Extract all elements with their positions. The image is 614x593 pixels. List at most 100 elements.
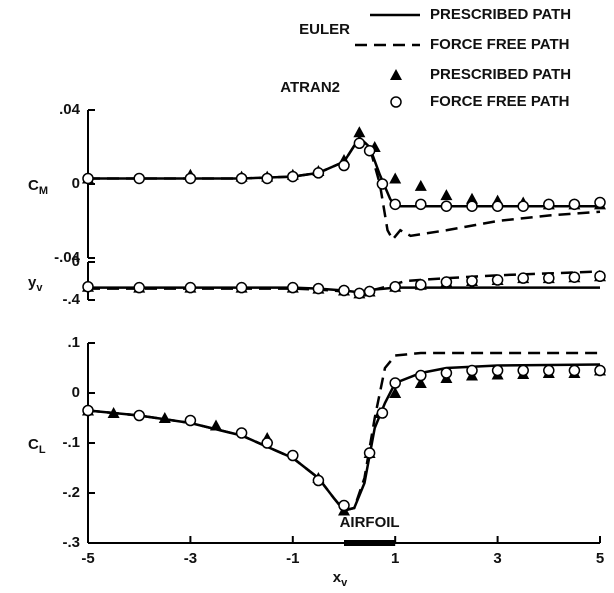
legend-label: FORCE FREE PATH — [430, 36, 569, 53]
triangle-marker — [107, 407, 120, 418]
circle-marker — [287, 170, 299, 183]
triangle-marker — [210, 419, 222, 431]
y-tick-label: .04 — [59, 101, 81, 118]
y-axis-label: CM — [28, 177, 48, 197]
circle-marker — [568, 198, 581, 211]
x-axis-label: xv — [333, 569, 348, 589]
circle-marker — [261, 172, 273, 185]
circle-marker — [312, 282, 325, 295]
circle-marker — [568, 364, 581, 377]
x-tick-label: -3 — [184, 550, 197, 567]
y-tick-label: 0 — [72, 253, 80, 270]
x-tick-label: 1 — [391, 550, 399, 567]
circle-marker — [466, 200, 478, 212]
circle-marker — [491, 364, 504, 377]
circle-marker — [543, 198, 555, 211]
y-tick-label: -.3 — [62, 534, 80, 551]
y-tick-label: -.1 — [62, 434, 80, 451]
circle-marker — [543, 364, 555, 377]
triangle-marker — [440, 189, 453, 201]
circle-marker — [389, 198, 401, 211]
circle-marker — [415, 369, 427, 382]
series-line — [88, 135, 600, 208]
circle-marker — [353, 137, 366, 150]
circle-marker — [517, 272, 529, 284]
legend-label: PRESCRIBED PATH — [430, 6, 571, 23]
circle-marker — [389, 280, 401, 293]
annotation-label: AIRFOIL — [340, 514, 400, 531]
circle-marker — [287, 449, 299, 462]
series-line — [87, 363, 601, 512]
y-axis-label-sub: L — [39, 444, 46, 456]
circle-marker — [440, 276, 453, 288]
circle-marker — [133, 409, 145, 422]
x-tick-label: 5 — [596, 550, 604, 567]
circle-marker — [440, 367, 453, 379]
circle-marker — [338, 159, 350, 172]
circle-marker — [517, 364, 529, 377]
circle-marker — [184, 172, 197, 185]
legend-group-label: ATRAN2 — [280, 79, 340, 96]
circle-marker — [594, 270, 606, 282]
circle-marker — [376, 407, 389, 419]
circle-marker — [363, 144, 376, 157]
circle-marker — [363, 285, 376, 298]
y-axis-label: yv — [28, 274, 43, 294]
circle-marker — [184, 414, 197, 427]
airfoil-bar — [344, 540, 396, 546]
circle-marker — [235, 427, 248, 439]
triangle-marker — [414, 179, 427, 191]
y-axis-label-main: C — [28, 177, 39, 194]
circle-marker — [415, 279, 427, 291]
triangle-marker — [389, 172, 402, 184]
legend-marker — [390, 96, 402, 108]
triangle-marker — [158, 412, 171, 423]
circle-marker — [184, 281, 197, 294]
x-tick-label: -1 — [286, 550, 299, 567]
circle-marker — [376, 178, 389, 190]
y-tick-label: 0 — [72, 384, 80, 401]
circle-marker — [568, 271, 581, 283]
legend-label: PRESCRIBED PATH — [430, 66, 571, 83]
circle-marker — [133, 281, 145, 294]
legend-marker — [390, 69, 402, 80]
triangle-marker — [389, 387, 402, 398]
circle-marker — [363, 447, 376, 459]
circle-marker — [466, 364, 478, 377]
triangle-marker — [353, 126, 366, 138]
y-axis-label-main: C — [28, 436, 39, 453]
circle-marker — [415, 198, 427, 211]
y-axis-label-sub: v — [36, 282, 43, 294]
circle-marker — [517, 200, 529, 212]
circle-marker — [353, 287, 366, 300]
y-axis-label-sub: M — [39, 185, 48, 197]
circle-marker — [466, 275, 478, 287]
circle-marker — [235, 172, 248, 185]
y-tick-label: 0 — [72, 175, 80, 192]
circle-marker — [82, 280, 94, 293]
series-line — [88, 135, 601, 242]
y-axis-label: CL — [28, 436, 46, 456]
y-tick-label: .1 — [67, 334, 80, 351]
circle-marker — [312, 167, 325, 179]
circle-marker — [133, 172, 145, 185]
y-tick-label: -.04 — [54, 249, 81, 266]
triangle-marker — [414, 377, 427, 388]
circle-marker — [543, 272, 555, 284]
circle-marker — [594, 196, 606, 209]
circle-marker — [594, 364, 606, 377]
legend-label: FORCE FREE PATH — [430, 93, 569, 110]
x-tick-label: -5 — [81, 550, 94, 567]
circle-marker — [287, 281, 299, 294]
y-tick-label: -.4 — [62, 291, 80, 308]
circle-marker — [440, 200, 453, 212]
circle-marker — [338, 284, 350, 297]
circle-marker — [491, 200, 504, 212]
circle-marker — [261, 437, 273, 449]
legend-group-label: EULER — [299, 21, 350, 38]
y-axis-label-main: y — [28, 274, 37, 291]
circle-marker — [338, 499, 350, 512]
x-tick-label: 3 — [493, 550, 501, 567]
circle-marker — [82, 172, 94, 185]
